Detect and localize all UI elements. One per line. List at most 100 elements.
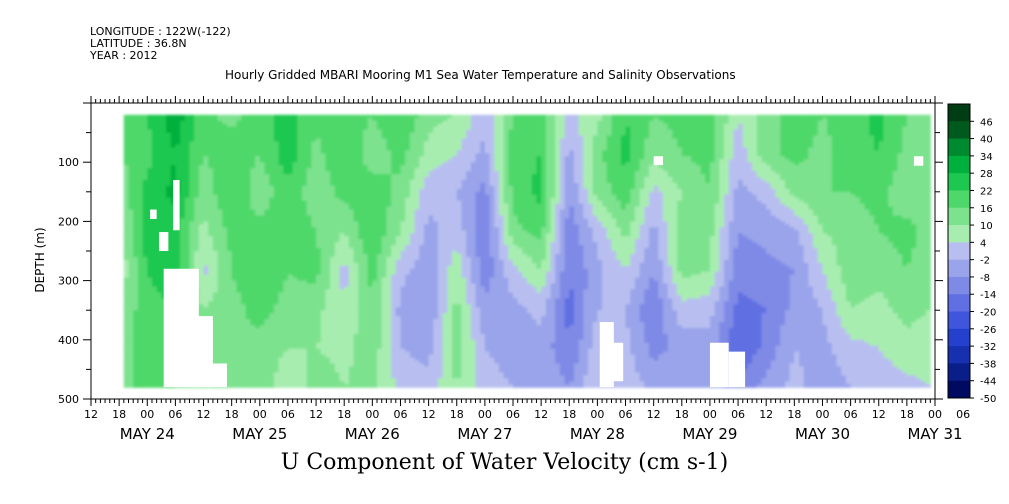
heatmap-cell	[128, 333, 134, 338]
heatmap-cell	[151, 135, 158, 140]
heatmap-cell	[128, 159, 134, 163]
heatmap-cell	[269, 123, 275, 128]
heatmap-cell	[273, 342, 280, 347]
heatmap-cell	[222, 342, 228, 347]
heatmap-cell	[180, 262, 186, 267]
heatmap-cell	[123, 384, 130, 388]
heatmap-cell	[128, 162, 134, 166]
heatmap-cell	[123, 230, 130, 234]
heatmap-cell	[198, 271, 205, 276]
heatmap-cell	[287, 369, 294, 373]
heatmap-cell	[217, 230, 223, 234]
heatmap-cell	[212, 233, 219, 237]
heatmap-cell	[241, 339, 247, 344]
heatmap-cell	[259, 156, 266, 160]
heatmap-cell	[142, 366, 148, 370]
heatmap-cell	[311, 384, 317, 388]
heatmap-cell	[142, 251, 148, 255]
heatmap-cell	[255, 230, 261, 234]
heatmap-cell	[255, 117, 261, 122]
heatmap-cell	[142, 230, 148, 234]
heatmap-cell	[226, 301, 233, 305]
heatmap-cell	[128, 336, 134, 341]
heatmap-cell	[128, 283, 134, 288]
heatmap-cell	[226, 357, 233, 362]
heatmap-cell	[156, 265, 162, 270]
heatmap-cell	[269, 360, 275, 365]
heatmap-cell	[231, 212, 237, 217]
heatmap-cell	[123, 153, 130, 157]
heatmap-cell	[226, 342, 233, 347]
heatmap-cell	[128, 298, 134, 302]
heatmap-cell	[156, 304, 162, 308]
heatmap-cell	[255, 381, 261, 385]
heatmap-cell	[278, 253, 284, 258]
heatmap-cell	[292, 177, 298, 181]
heatmap-cell	[259, 245, 266, 249]
heatmap-cell	[147, 129, 153, 134]
heatmap-cell	[128, 200, 134, 205]
heatmap-cell	[255, 259, 261, 264]
heatmap-cell	[203, 277, 209, 282]
heatmap-cell	[297, 114, 303, 119]
heatmap-cell	[189, 135, 195, 140]
heatmap-cell	[133, 292, 139, 296]
heatmap-cell	[222, 233, 228, 237]
heatmap-cell	[137, 120, 144, 125]
heatmap-cell	[212, 179, 219, 184]
heatmap-cell	[142, 144, 148, 148]
heatmap-cell	[283, 301, 289, 305]
heatmap-cell	[325, 384, 331, 388]
heatmap-cell	[175, 114, 181, 119]
heatmap-cell	[147, 339, 153, 344]
heatmap-cell	[151, 117, 158, 122]
heatmap-cell	[269, 366, 275, 370]
heatmap-cell	[175, 156, 181, 160]
heatmap-cell	[297, 147, 303, 151]
heatmap-cell	[264, 301, 270, 305]
heatmap-cell	[161, 221, 167, 225]
heatmap-cell	[264, 286, 270, 291]
heatmap-cell	[142, 245, 148, 249]
heatmap-cell	[123, 292, 130, 296]
heatmap-cell	[231, 239, 237, 243]
heatmap-cell	[226, 171, 233, 175]
heatmap-cell	[133, 366, 139, 370]
heatmap-cell	[184, 153, 191, 157]
heatmap-cell	[208, 259, 214, 264]
heatmap-cell	[278, 224, 284, 228]
heatmap-cell	[259, 135, 266, 140]
heatmap-cell	[236, 221, 242, 225]
heatmap-cell	[147, 333, 153, 338]
heatmap-cell	[264, 375, 270, 379]
heatmap-cell	[278, 245, 284, 249]
heatmap-cell	[241, 280, 247, 285]
heatmap-cell	[137, 348, 144, 353]
heatmap-cell	[273, 339, 280, 344]
heatmap-cell	[133, 215, 139, 220]
heatmap-cell	[208, 301, 214, 305]
heatmap-cell	[170, 132, 176, 137]
heatmap-cell	[269, 174, 275, 178]
heatmap-cell	[198, 162, 205, 166]
heatmap-cell	[203, 307, 209, 311]
heatmap-cell	[259, 203, 266, 208]
heatmap-cell	[217, 280, 223, 285]
heatmap-cell	[273, 129, 280, 134]
heatmap-cell	[231, 339, 237, 344]
heatmap-cell	[142, 295, 148, 299]
heatmap-cell	[212, 259, 219, 264]
heatmap-cell	[250, 156, 256, 160]
heatmap-cell	[184, 200, 191, 205]
heatmap-cell	[264, 206, 270, 211]
heatmap-cell	[264, 251, 270, 255]
heatmap-cell	[236, 277, 242, 282]
heatmap-cell	[245, 384, 252, 388]
heatmap-cell	[212, 239, 219, 243]
heatmap-cell	[166, 197, 172, 202]
heatmap-cell	[255, 357, 261, 362]
heatmap-cell	[245, 310, 252, 314]
heatmap-cell	[273, 212, 280, 217]
heatmap-cell	[198, 179, 205, 184]
heatmap-cell	[217, 336, 223, 341]
